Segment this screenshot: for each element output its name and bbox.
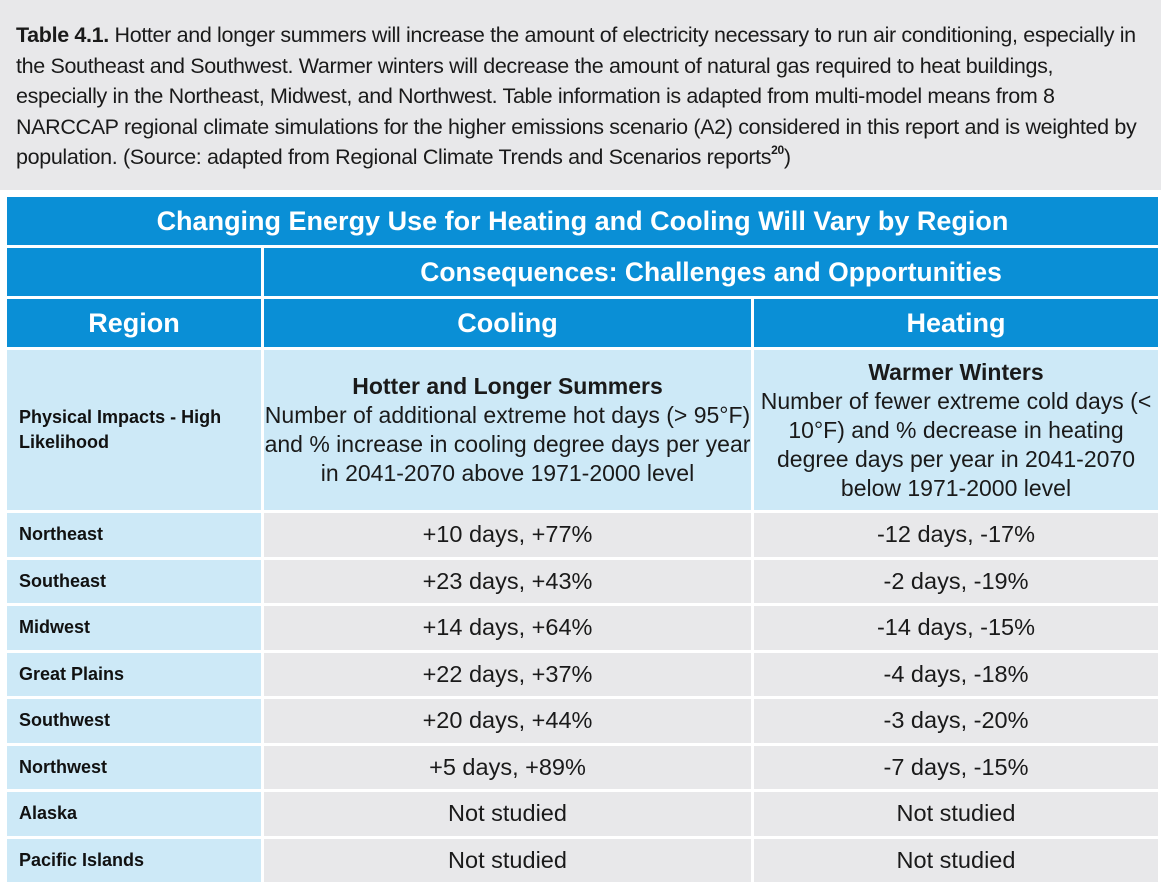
caption-reference: 20 [771,142,784,157]
caption-text: Hotter and longer summers will increase … [16,23,1137,169]
heating-value-cell: Not studied [754,792,1158,836]
table-row: Pacific Islands Not studied Not studied [7,838,1158,882]
table-row: Southeast +23 days, +43% -2 days, -19% [7,559,1158,603]
heating-value-cell: -2 days, -19% [754,559,1158,603]
heating-value-cell: -4 days, -18% [754,652,1158,696]
heating-value-cell: -12 days, -17% [754,513,1158,557]
region-cell: Southwest [7,699,261,743]
cooling-value-cell: +22 days, +37% [264,652,751,696]
cooling-column-header: Cooling [264,299,751,347]
region-cell: Pacific Islands [7,838,261,882]
table-row: Northeast +10 days, +77% -12 days, -17% [7,513,1158,557]
table-row: Alaska Not studied Not studied [7,792,1158,836]
table-row: Midwest +14 days, +64% -14 days, -15% [7,606,1158,650]
table-row: Northwest +5 days, +89% -7 days, -15% [7,745,1158,789]
caption-label: Table 4.1. [16,23,109,47]
cooling-value-cell: +23 days, +43% [264,559,751,603]
heating-value-cell: -14 days, -15% [754,606,1158,650]
region-cell: Southeast [7,559,261,603]
heating-value-cell: -3 days, -20% [754,699,1158,743]
consequences-header: Consequences: Challenges and Opportuniti… [264,248,1158,296]
cooling-value-cell: Not studied [264,792,751,836]
cooling-impact-description: Number of additional extreme hot days (>… [264,402,751,486]
energy-use-table: Changing Energy Use for Heating and Cool… [4,194,1161,885]
region-cell: Northeast [7,513,261,557]
table-row: Great Plains +22 days, +37% -4 days, -18… [7,652,1158,696]
heating-value-cell: Not studied [754,838,1158,882]
caption-close: ) [783,145,791,169]
table-title: Changing Energy Use for Heating and Cool… [7,197,1158,245]
heating-impact-cell: Warmer Winters Number of fewer extreme c… [754,350,1158,510]
cooling-value-cell: +10 days, +77% [264,513,751,557]
impacts-row-label: Physical Impacts - High Likelihood [7,350,261,510]
cooling-value-cell: +14 days, +64% [264,606,751,650]
cooling-value-cell: +20 days, +44% [264,699,751,743]
region-cell: Midwest [7,606,261,650]
region-cell: Alaska [7,792,261,836]
cooling-impact-title: Hotter and Longer Summers [352,373,663,399]
heating-impact-title: Warmer Winters [868,358,1044,385]
cooling-impact-cell: Hotter and Longer Summers Number of addi… [264,350,751,510]
table-row: Southwest +20 days, +44% -3 days, -20% [7,699,1158,743]
cooling-value-cell: +5 days, +89% [264,745,751,789]
table-caption: Table 4.1. Hotter and longer summers wil… [0,0,1161,190]
region-column-header: Region [7,299,261,347]
heating-value-cell: -7 days, -15% [754,745,1158,789]
region-cell: Great Plains [7,652,261,696]
blank-header-cell [7,248,261,296]
region-cell: Northwest [7,745,261,789]
heating-impact-description: Number of fewer extreme cold days (< 10°… [760,387,1152,501]
cooling-value-cell: Not studied [264,838,751,882]
heating-column-header: Heating [754,299,1158,347]
